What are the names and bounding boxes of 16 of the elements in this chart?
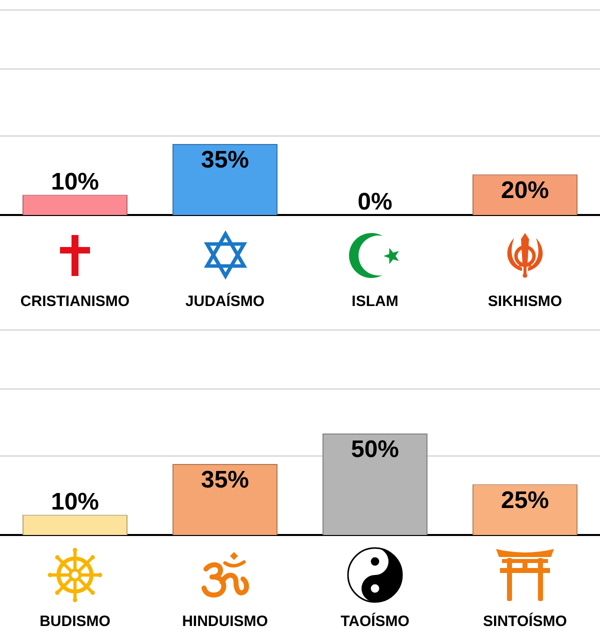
- data-label: 0%: [358, 188, 392, 216]
- x-tick-label: HINDUISMO: [182, 613, 268, 630]
- data-label: 50%: [350, 436, 400, 464]
- x-tick-label: SIKHISMO: [488, 293, 562, 310]
- x-tick-label: ISLAM: [352, 293, 398, 310]
- x-tick-label: TAOÍSMO: [340, 612, 410, 630]
- x-tick-label: JUDAÍSMO: [185, 292, 265, 310]
- data-label: 20%: [500, 177, 550, 204]
- data-label: 25%: [500, 486, 550, 514]
- data-label: 10%: [50, 488, 100, 516]
- x-tick-label: BUDISMO: [40, 613, 111, 630]
- x-tick-label: CRISTIANISMO: [20, 293, 130, 310]
- data-label: 35%: [200, 146, 250, 174]
- data-label: 35%: [200, 466, 250, 494]
- x-tick-label: SINTOÍSMO: [483, 612, 568, 630]
- data-label: 10%: [50, 168, 100, 196]
